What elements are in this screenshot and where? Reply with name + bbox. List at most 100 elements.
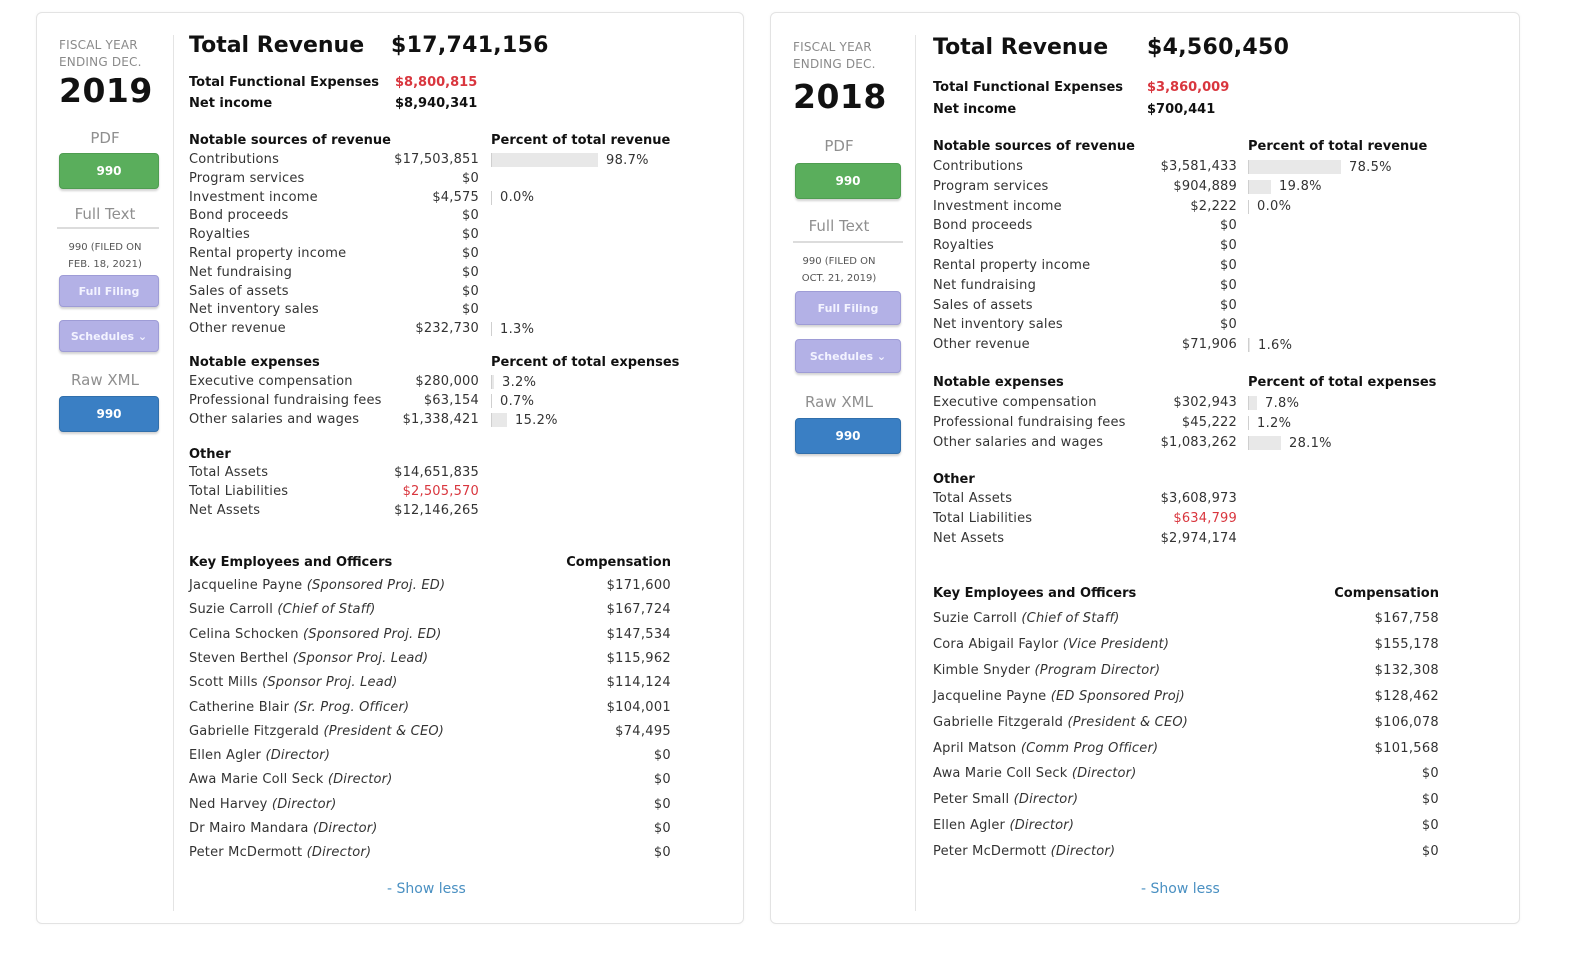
employee-row: Dr Mairo Mandara (Director) [189,821,378,836]
employee-name: Scott Mills [189,675,258,691]
other-row-label: Net Assets [933,531,1005,546]
revenue-percent-bar [1248,199,1249,214]
employee-role: (Director) [1050,844,1116,860]
total-revenue-value: $4,560,450 [1147,35,1290,60]
revenue-percent-heading: Percent of total revenue [491,133,671,148]
full-filing-button[interactable]: Full Filing [59,275,159,307]
employee-compensation: $0 [1421,792,1439,808]
revenue-row-label: Investment income [189,189,318,205]
other-row-value: $2,505,570 [402,484,479,499]
expense-heading: Notable expenses [933,375,1064,390]
filed-line: FEB. 18, 2021) [68,259,142,270]
employee-role: (Sr. Prog. Officer) [293,699,410,715]
employee-row: Catherine Blair (Sr. Prog. Officer) [189,700,409,715]
revenue-row-label: Other revenue [189,321,286,337]
employees-heading: Key Employees and Officers [189,555,393,570]
employee-row: Steven Berthel (Sponsor Proj. Lead) [189,651,428,666]
expense-row-value: $1,338,421 [402,412,479,427]
fiscal-year: 2019 [59,71,153,110]
revenue-row-value: $232,730 [415,321,479,337]
employee-compensation: $104,001 [606,699,671,715]
fiscal-year-line: ENDING DEC. [793,57,876,71]
employee-compensation: $171,600 [606,578,671,593]
employee-row: Peter McDermott (Director) [189,845,371,860]
schedules-dropdown-button[interactable]: Schedules ⌄ [59,320,159,352]
expense-row-label: Executive compensation [933,395,1097,410]
revenue-percent-value: 78.5% [1349,159,1392,175]
schedules-dropdown-button[interactable]: Schedules ⌄ [795,339,901,373]
employee-name: Peter McDermott [933,844,1047,860]
revenue-percent-bar [1248,160,1341,174]
functional-expenses-label: Total Functional Expenses [933,80,1124,95]
fiscal-year-line: FISCAL YEAR [59,38,138,52]
employee-name: Ellen Agler [933,818,1006,834]
pdf-990-button[interactable]: 990 [59,153,159,189]
fiscal-year-label: FISCAL YEAR ENDING DEC. [793,39,876,73]
employee-name: Ned Harvey [189,796,268,812]
revenue-row-label: Rental property income [933,258,1091,273]
revenue-percent: 0.0% [491,190,534,206]
expense-percent-bar [491,413,507,427]
show-less-link[interactable]: - Show less [1141,881,1220,897]
employee-compensation: $0 [1421,844,1439,860]
employee-compensation: $132,308 [1374,662,1439,678]
employee-name: Cora Abigail Faylor [933,636,1059,652]
fiscal-year-label: FISCAL YEAR ENDING DEC. [59,37,142,71]
employee-role: (Chief of Staff) [277,602,376,618]
employee-row: Suzie Carroll (Chief of Staff) [189,602,376,617]
expense-row-label: Other salaries and wages [189,412,360,427]
xml-990-button[interactable]: 990 [795,418,901,454]
employee-role: (President & CEO) [1067,714,1189,730]
employee-name: Jacqueline Payne [933,688,1047,704]
employee-name: Suzie Carroll [933,611,1018,626]
revenue-row-value: $0 [462,170,479,186]
total-revenue-label: Total Revenue [933,35,1109,60]
revenue-row-label: Contributions [189,152,280,167]
employee-name: April Matson [933,740,1017,756]
expense-percent-bar [1248,416,1249,430]
employee-role: (Chief of Staff) [1021,611,1120,626]
revenue-row-label: Program services [933,178,1049,194]
expense-row-value: $1,083,262 [1160,435,1237,450]
employee-role: (Sponsor Proj. Lead) [292,650,429,666]
other-row-label: Total Assets [933,491,1013,506]
employee-role: (Comm Prog Officer) [1020,740,1159,756]
full-text-label: Full Text [808,217,870,235]
other-row-label: Total Assets [189,465,269,480]
fiscal-year-line: FISCAL YEAR [793,40,872,54]
expense-percent-value: 7.8% [1265,395,1300,411]
employee-name: Peter Small [933,792,1010,808]
employee-compensation: $74,495 [615,723,671,739]
revenue-percent-bar [1248,179,1271,194]
employee-name: Steven Berthel [189,650,289,666]
compensation-heading: Compensation [1334,586,1439,601]
revenue-percent-value: 19.8% [1279,179,1322,195]
revenue-row-value: $0 [462,246,479,261]
expense-heading: Notable expenses [189,355,320,370]
employee-row: Awa Marie Coll Seck (Director) [189,772,392,787]
full-filing-button[interactable]: Full Filing [795,291,901,325]
functional-expenses-value: $3,860,009 [1147,80,1230,95]
expense-percent-bar [1248,436,1281,450]
revenue-row-label: Other revenue [933,337,1030,353]
revenue-row-value: $3,581,433 [1160,159,1237,174]
filed-line: OCT. 21, 2019) [801,273,877,284]
revenue-row-value: $0 [462,283,479,299]
other-row-label: Net Assets [189,503,261,518]
revenue-row-label: Sales of assets [933,297,1033,313]
xml-990-button[interactable]: 990 [59,396,159,432]
column-divider [915,35,916,911]
employee-role: (Director) [327,772,393,788]
pdf-990-button[interactable]: 990 [795,163,901,199]
show-less-link[interactable]: - Show less [387,881,466,897]
expense-row-label: Executive compensation [189,374,353,389]
employee-row: Gabrielle Fitzgerald (President & CEO) [189,724,444,739]
employee-role: (Program Director) [1034,662,1161,678]
employee-compensation: $0 [1421,818,1439,834]
employee-role: (Sponsored Proj. ED) [306,578,446,593]
other-row-value: $2,974,174 [1160,531,1237,546]
revenue-row-value: $0 [462,264,479,280]
filing-card-2018: FISCAL YEAR ENDING DEC. 2018 PDF 990 Full Tex… [770,12,1520,924]
revenue-row-value: $904,889 [1173,178,1237,194]
other-heading: Other [933,472,975,487]
